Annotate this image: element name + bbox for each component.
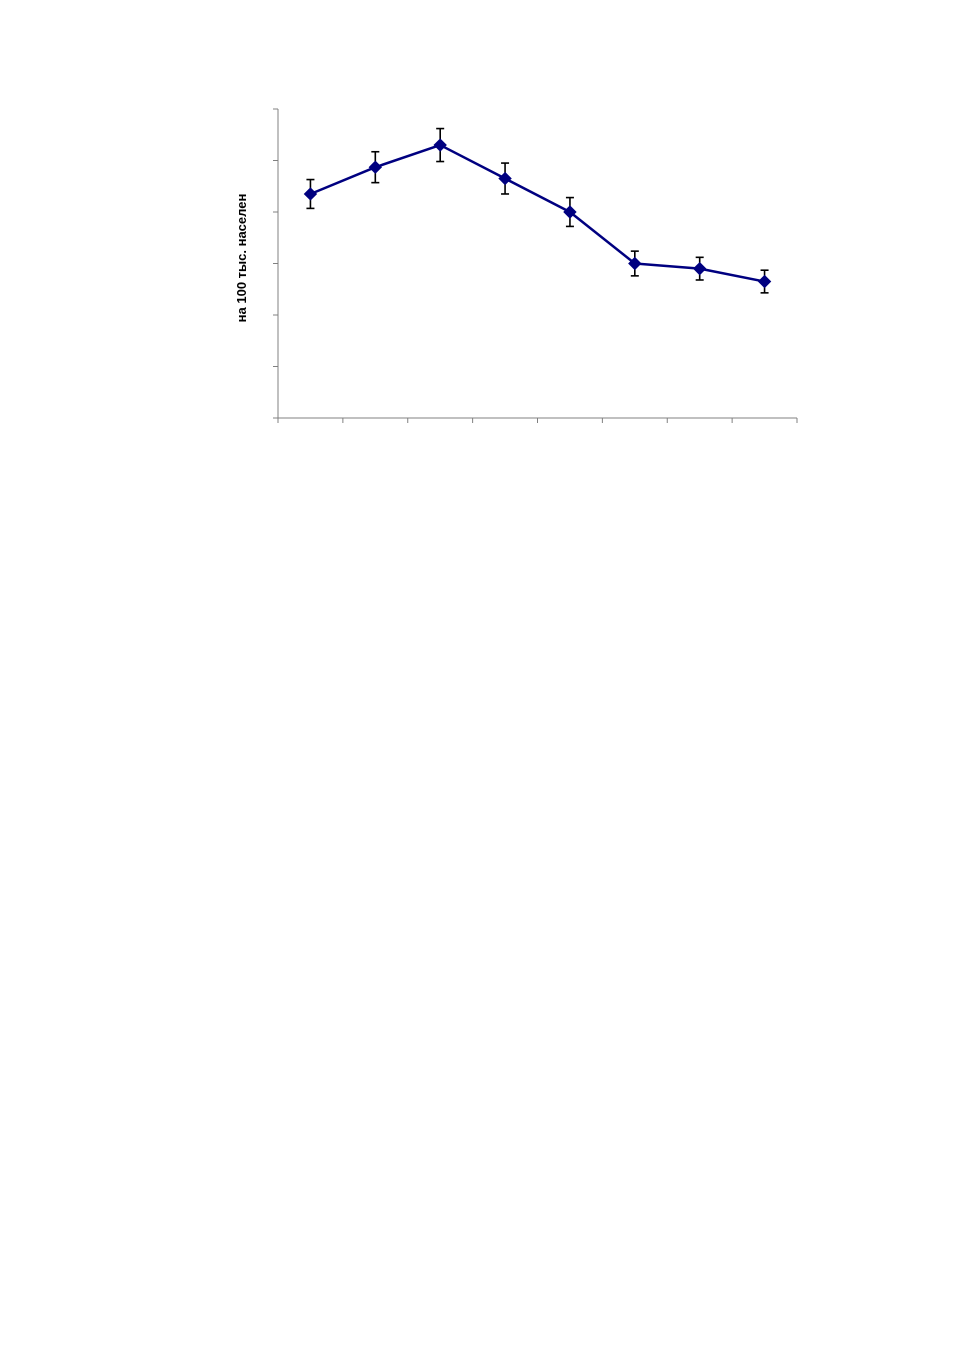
data-point (757, 274, 772, 289)
data-point (692, 261, 707, 276)
data-point (303, 187, 318, 201)
y-axis-label: на 100 тыс. населен (234, 194, 249, 323)
data-point (498, 171, 512, 186)
series (303, 127, 772, 294)
data-point (563, 205, 577, 219)
data-point (628, 256, 642, 271)
data-point (433, 138, 447, 152)
series-line (309, 143, 765, 283)
axes (273, 108, 798, 423)
y-ticks (273, 108, 278, 419)
data-point (368, 160, 383, 174)
x-ticks (277, 418, 798, 423)
